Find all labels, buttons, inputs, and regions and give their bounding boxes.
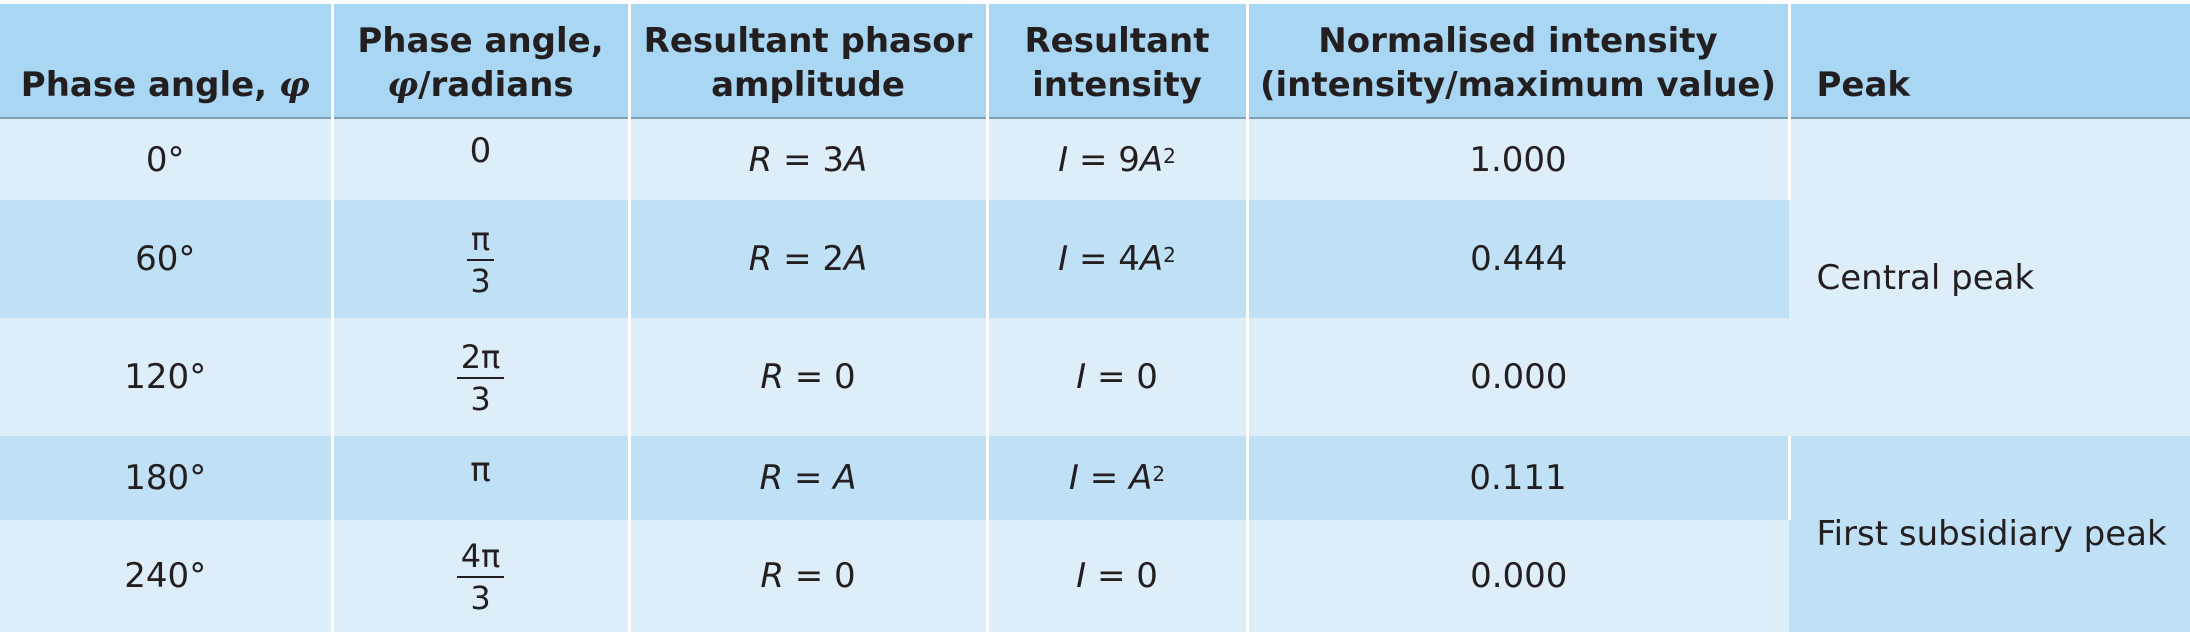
amplitude-cell: R = 2A (629, 200, 989, 318)
phase-degrees-cell: 0° (0, 118, 334, 200)
peak-label-central: Central peak (1789, 118, 2190, 436)
normalised-intensity-cell: 0.000 (1247, 520, 1789, 632)
radians-value: 0 (469, 131, 492, 171)
table-row: 120° 2π 3 R = 0 I = 0 0.000 (0, 318, 2190, 436)
table-row: 180° π R = A I = A2 0.111 First subsidia… (0, 436, 2190, 632)
amplitude-cell: R = 3A (629, 118, 989, 200)
header-normalised-intensity: Normalised intensity (intensity/maximum … (1247, 4, 1791, 119)
header-resultant-intensity: Resultant intensity (987, 4, 1249, 119)
intensity-cell: I = 0 (987, 520, 1249, 632)
amplitude-cell: R = 0 (629, 520, 989, 632)
phase-degrees-cell: 240° (0, 520, 334, 632)
table-header-row: Phase angle, φ Phase angle, φ/radians Re… (0, 4, 2190, 119)
header-phase-radians: Phase angle, φ/radians (332, 4, 631, 119)
phase-degrees-cell: 120° (0, 318, 334, 436)
peak-label-first-subsidiary: First subsidiary peak (1789, 436, 2190, 632)
phase-radians-cell: 0 (332, 118, 631, 200)
phase-radians-cell: 2π 3 (332, 318, 631, 436)
table-row: 0° 0 R = 3A I = 9A2 1.000 Central peak (0, 118, 2190, 436)
phase-radians-cell: π (332, 436, 631, 520)
intensity-cell: I = 9A2 (987, 118, 1249, 200)
normalised-intensity-cell: 0.111 (1247, 436, 1791, 520)
normalised-intensity-cell: 0.444 (1247, 200, 1789, 318)
intensity-cell: I = A2 (987, 436, 1249, 520)
phase-radians-cell: 4π 3 (332, 520, 631, 632)
table-row: 240° 4π 3 R = 0 I = 0 0.000 (0, 520, 2190, 632)
phase-radians-cell: π 3 (332, 200, 631, 318)
radians-fraction: 2π 3 (456, 339, 505, 417)
radians-value: π (470, 450, 491, 490)
phase-degrees-cell: 60° (0, 200, 334, 318)
intensity-cell: I = 4A2 (987, 200, 1249, 318)
header-phase-angle: Phase angle, φ (0, 4, 334, 119)
amplitude-cell: R = A (629, 436, 989, 520)
intensity-cell: I = 0 (987, 318, 1249, 436)
phase-degrees-cell: 180° (0, 436, 334, 520)
radians-fraction: π 3 (466, 221, 495, 299)
normalised-intensity-cell: 1.000 (1247, 118, 1791, 200)
header-phasor-amplitude: Resultant phasor amplitude (629, 4, 989, 119)
amplitude-cell: R = 0 (629, 318, 989, 436)
header-peak: Peak (1789, 4, 2190, 119)
radians-fraction: 4π 3 (456, 538, 505, 616)
normalised-intensity-cell: 0.000 (1247, 318, 1789, 436)
table-row: 60° π 3 R = 2A I = 4A2 0.444 (0, 200, 2190, 318)
phasor-intensity-table: Phase angle, φ Phase angle, φ/radians Re… (0, 4, 2190, 632)
